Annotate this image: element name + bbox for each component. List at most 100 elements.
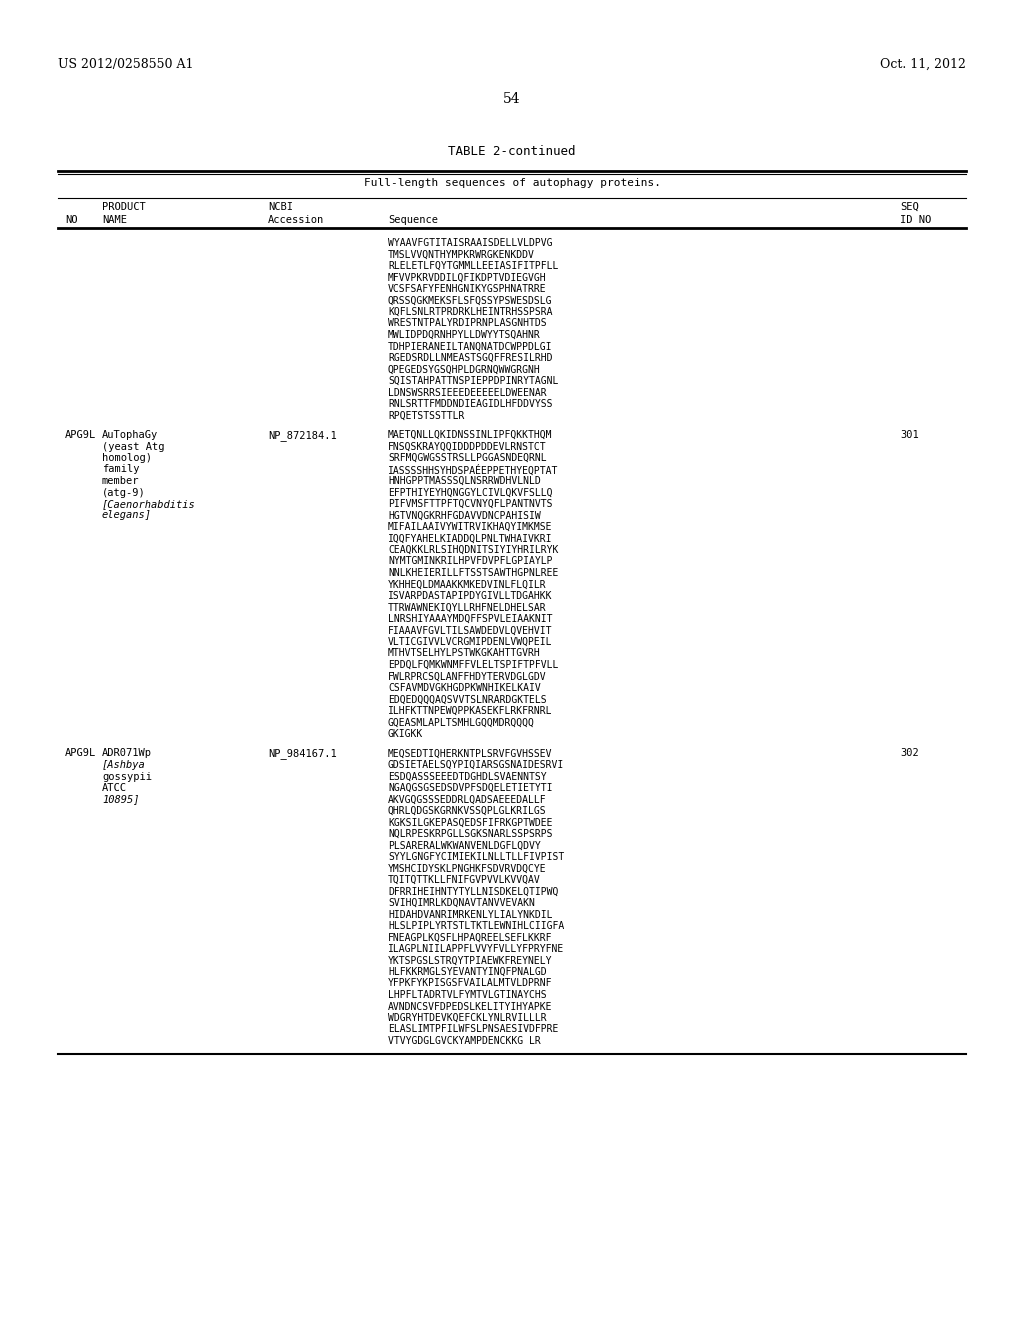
Text: RLELETLFQYTGMMLLEEIASIFITPFLL: RLELETLFQYTGMMLLEEIASIFITPFLL (388, 261, 558, 271)
Text: CEAQKKLRLSIHQDNITSIYIYHRILRYK: CEAQKKLRLSIHQDNITSIYIYHRILRYK (388, 545, 558, 554)
Text: MIFAILAAIVYWITRVIKHAQYIMKMSE: MIFAILAAIVYWITRVIKHAQYIMKMSE (388, 521, 553, 532)
Text: MFVVPKRVDDILQFIKDPTVDIEGVGH: MFVVPKRVDDILQFIKDPTVDIEGVGH (388, 272, 547, 282)
Text: ID NO: ID NO (900, 215, 931, 224)
Text: TDHPIERANEILTANQNATDCWPPDLGI: TDHPIERANEILTANQNATDCWPPDLGI (388, 342, 553, 351)
Text: NNLKHEIERILLFTSSTSAWTHGPNLREE: NNLKHEIERILLFTSSTSAWTHGPNLREE (388, 568, 558, 578)
Text: US 2012/0258550 A1: US 2012/0258550 A1 (58, 58, 194, 71)
Text: CSFAVMDVGKHGDPKWNHIKELKAIV: CSFAVMDVGKHGDPKWNHIKELKAIV (388, 682, 541, 693)
Text: YMSHCIDYSKLPNGHKFSDVRVDQCYE: YMSHCIDYSKLPNGHKFSDVRVDQCYE (388, 863, 547, 874)
Text: HLSLPIPLYRTSTLTKTLEWNIHLCIIGFA: HLSLPIPLYRTSTLTKTLEWNIHLCIIGFA (388, 921, 564, 931)
Text: LNRSHIYAAAYMDQFFSPVLEIAAKNIT: LNRSHIYAAAYMDQFFSPVLEIAAKNIT (388, 614, 553, 624)
Text: ILAGPLNIILAPPFLVVYFVLLYFPRYFNE: ILAGPLNIILAPPFLVVYFVLLYFPRYFNE (388, 944, 564, 954)
Text: MAETQNLLQKIDNSSINLIPFQKKTHQM: MAETQNLLQKIDNSSINLIPFQKKTHQM (388, 430, 553, 440)
Text: GKIGKK: GKIGKK (388, 729, 423, 739)
Text: FNEAGPLKQSFLHPAQREELSEFLKKRF: FNEAGPLKQSFLHPAQREELSEFLKKRF (388, 932, 553, 942)
Text: APG9L: APG9L (65, 430, 96, 440)
Text: IASSSSHHSYHDSPAÉEPPETHYEQPTAT: IASSSSHHSYHDSPAÉEPPETHYEQPTAT (388, 465, 558, 475)
Text: ISVARPDASTAPIPDYGIVLLTDGAHKK: ISVARPDASTAPIPDYGIVLLTDGAHKK (388, 591, 553, 601)
Text: QPEGEDSYGSQHPLDGRNQWWGRGNH: QPEGEDSYGSQHPLDGRNQWWGRGNH (388, 364, 541, 375)
Text: AKVGQGSSSEDDRLQADSAEEEDALLF: AKVGQGSSSEDDRLQADSAEEEDALLF (388, 795, 547, 804)
Text: LDNSWSRRSIEEEDEEEEELDWEENAR: LDNSWSRRSIEEEDEEEEELDWEENAR (388, 388, 547, 397)
Text: FWLRPRCSQLANFFHDYTERVDGLGDV: FWLRPRCSQLANFFHDYTERVDGLGDV (388, 672, 547, 681)
Text: ESDQASSSEEEDTDGHDLSVAENNTSY: ESDQASSSEEEDTDGHDLSVAENNTSY (388, 771, 547, 781)
Text: GQEASMLAPLTSMHLGQQMDRQQQQ: GQEASMLAPLTSMHLGQQMDRQQQQ (388, 718, 535, 727)
Text: LHPFLTADRTVLFYMTVLGTINAYCHS: LHPFLTADRTVLFYMTVLGTINAYCHS (388, 990, 547, 1001)
Text: 10895]: 10895] (102, 795, 139, 804)
Text: SEQ: SEQ (900, 202, 919, 213)
Text: Accession: Accession (268, 215, 325, 224)
Text: AVNDNCSVFDPEDSLKELITYIHYAPKE: AVNDNCSVFDPEDSLKELITYIHYAPKE (388, 1002, 553, 1011)
Text: member: member (102, 477, 139, 486)
Text: HLFKKRMGLSYEVANTYINQFPNALGD: HLFKKRMGLSYEVANTYINQFPNALGD (388, 968, 547, 977)
Text: YKTSPGSLSTRQYTPIAEWKFREYNELY: YKTSPGSLSTRQYTPIAEWKFREYNELY (388, 956, 553, 965)
Text: TABLE 2-continued: TABLE 2-continued (449, 145, 575, 158)
Text: QHRLQDGSKGRNKVSSQPLGLKRILGS: QHRLQDGSKGRNKVSSQPLGLKRILGS (388, 807, 547, 816)
Text: ELASLIMTPFILWFSLPNSAESIVDFPRE: ELASLIMTPFILWFSLPNSAESIVDFPRE (388, 1024, 558, 1035)
Text: KGKSILGKEPASQEDSFIFRKGPTWDEE: KGKSILGKEPASQEDSFIFRKGPTWDEE (388, 817, 553, 828)
Text: SVIHQIMRLKDQNAVTANVVEVAKN: SVIHQIMRLKDQNAVTANVVEVAKN (388, 898, 535, 908)
Text: EFPTHIYEYHQNGGYLCIVLQKVFSLLQ: EFPTHIYEYHQNGGYLCIVLQKVFSLLQ (388, 487, 553, 498)
Text: homolog): homolog) (102, 453, 152, 463)
Text: ADR071Wp: ADR071Wp (102, 748, 152, 759)
Text: Full-length sequences of autophagy proteins.: Full-length sequences of autophagy prote… (364, 178, 660, 187)
Text: KQFLSNLRTPRDRKLHEINTRHSSPSRA: KQFLSNLRTPRDRKLHEINTRHSSPSRA (388, 308, 553, 317)
Text: TMSLVVQNTHYMPKRWRGKENKDDV: TMSLVVQNTHYMPKRWRGKENKDDV (388, 249, 535, 260)
Text: YFPKFYKPISGSFVAILALMTVLDPRNF: YFPKFYKPISGSFVAILALMTVLDPRNF (388, 978, 553, 989)
Text: family: family (102, 465, 139, 474)
Text: HGTVNQGKRHFGDAVVDNCPAHISIW: HGTVNQGKRHFGDAVVDNCPAHISIW (388, 511, 541, 520)
Text: RNLSRTTFMDDNDIEAGIDLHFDDVYSS: RNLSRTTFMDDNDIEAGIDLHFDDVYSS (388, 399, 553, 409)
Text: NCBI: NCBI (268, 202, 293, 213)
Text: VCSFSAFYFENHGNIKYGSPHNATRRE: VCSFSAFYFENHGNIKYGSPHNATRRE (388, 284, 547, 294)
Text: MEQSEDTIQHERKNTPLSRVFGVHSSEV: MEQSEDTIQHERKNTPLSRVFGVHSSEV (388, 748, 553, 759)
Text: SRFMQGWGSSTRSLLPGGASNDEQRNL: SRFMQGWGSSTRSLLPGGASNDEQRNL (388, 453, 547, 463)
Text: elegans]: elegans] (102, 511, 152, 520)
Text: NP_984167.1: NP_984167.1 (268, 748, 337, 759)
Text: (yeast Atg: (yeast Atg (102, 441, 165, 451)
Text: [Caenorhabditis: [Caenorhabditis (102, 499, 196, 510)
Text: Sequence: Sequence (388, 215, 438, 224)
Text: 54: 54 (503, 92, 521, 106)
Text: ILHFKTTNPEWQPPKASEKFLRKFRNRL: ILHFKTTNPEWQPPKASEKFLRKFRNRL (388, 706, 553, 715)
Text: [Ashbya: [Ashbya (102, 760, 145, 770)
Text: TTRWAWNEKIQYLLRHFNELDHELSAR: TTRWAWNEKIQYLLRHFNELDHELSAR (388, 602, 547, 612)
Text: IQQFYAHELKIADDQLPNLTWHAIVKRI: IQQFYAHELKIADDQLPNLTWHAIVKRI (388, 533, 553, 544)
Text: HIDAHDVANRIMRKENLYLIALYNKDIL: HIDAHDVANRIMRKENLYLIALYNKDIL (388, 909, 553, 920)
Text: WRESTNTPALYRDIPRNPLASGNHTDS: WRESTNTPALYRDIPRNPLASGNHTDS (388, 318, 547, 329)
Text: WDGRYHTDEVKQEFCKLYNLRVILLLR: WDGRYHTDEVKQEFCKLYNLRVILLLR (388, 1012, 547, 1023)
Text: 302: 302 (900, 748, 919, 759)
Text: YKHHEQLDMAAKKMKEDVINLFLQILR: YKHHEQLDMAAKKMKEDVINLFLQILR (388, 579, 547, 590)
Text: RPQETSTSSTTLR: RPQETSTSSTTLR (388, 411, 464, 421)
Text: FIAAAVFGVLTILSAWDEDVLQVEHVIT: FIAAAVFGVLTILSAWDEDVLQVEHVIT (388, 626, 553, 635)
Text: SQISTAHPATTNSPIEPPDPINRYTAGNL: SQISTAHPATTNSPIEPPDPINRYTAGNL (388, 376, 558, 385)
Text: 301: 301 (900, 430, 919, 440)
Text: HNHGPPTMASSSQLNSRRWDHVLNLD: HNHGPPTMASSSQLNSRRWDHVLNLD (388, 477, 541, 486)
Text: NAME: NAME (102, 215, 127, 224)
Text: TQITQTTKLLFNIFGVPVVLKVVQAV: TQITQTTKLLFNIFGVPVVLKVVQAV (388, 875, 541, 884)
Text: VLTICGIVVLVCRGMIPDENLVWQPEIL: VLTICGIVVLVCRGMIPDENLVWQPEIL (388, 638, 553, 647)
Text: NQLRPESKRPGLLSGKSNARLSSPSRPS: NQLRPESKRPGLLSGKSNARLSSPSRPS (388, 829, 553, 840)
Text: (atg-9): (atg-9) (102, 487, 145, 498)
Text: GDSIETAELSQYPIQIARSGSNAIDESRVI: GDSIETAELSQYPIQIARSGSNAIDESRVI (388, 760, 564, 770)
Text: SYYLGNGFYCIMIEKILNLLTLLFIVPIST: SYYLGNGFYCIMIEKILNLLTLLFIVPIST (388, 851, 564, 862)
Text: NP_872184.1: NP_872184.1 (268, 430, 337, 441)
Text: MTHVTSELHYLPSTWKGKAHTTGVRH: MTHVTSELHYLPSTWKGKAHTTGVRH (388, 648, 541, 659)
Text: ATCC: ATCC (102, 783, 127, 793)
Text: PIFVMSFTTPFTQCVNYQFLPANTNVTS: PIFVMSFTTPFTQCVNYQFLPANTNVTS (388, 499, 553, 510)
Text: EPDQLFQMKWNMFFVLELTSPIFTPFVLL: EPDQLFQMKWNMFFVLELTSPIFTPFVLL (388, 660, 558, 671)
Text: DFRRIHEIHNTYTYLLNISDKELQTIPWQ: DFRRIHEIHNTYTYLLNISDKELQTIPWQ (388, 887, 558, 896)
Text: Oct. 11, 2012: Oct. 11, 2012 (880, 58, 966, 71)
Text: PLSARERALWKWANVENLDGFLQDVY: PLSARERALWKWANVENLDGFLQDVY (388, 841, 541, 850)
Text: AuTophaGy: AuTophaGy (102, 430, 159, 440)
Text: APG9L: APG9L (65, 748, 96, 759)
Text: gossypii: gossypii (102, 771, 152, 781)
Text: EDQEDQQQAQSVVTSLNRARDGKTELS: EDQEDQQQAQSVVTSLNRARDGKTELS (388, 694, 547, 705)
Text: QRSSQGKMEKSFLSFQSSYPSWESDSLG: QRSSQGKMEKSFLSFQSSYPSWESDSLG (388, 296, 553, 305)
Text: NO: NO (65, 215, 78, 224)
Text: FNSQSKRAYQQIDDDPDDEVLRNSTCT: FNSQSKRAYQQIDDDPDDEVLRNSTCT (388, 441, 547, 451)
Text: NYMTGMINKRILHPVFDVPFLGPIAYLP: NYMTGMINKRILHPVFDVPFLGPIAYLP (388, 557, 553, 566)
Text: RGEDSRDLLNMEASTSGQFFRESILRHD: RGEDSRDLLNMEASTSGQFFRESILRHD (388, 352, 553, 363)
Text: MWLIDPDQRNHPYLLDWYYTSQAHNR: MWLIDPDQRNHPYLLDWYYTSQAHNR (388, 330, 541, 341)
Text: WYAAVFGTITAISRAAISDELLVLDPVG: WYAAVFGTITAISRAAISDELLVLDPVG (388, 238, 553, 248)
Text: PRODUCT: PRODUCT (102, 202, 145, 213)
Text: NGAQGSGSEDSDVPFSDQELETIETYTI: NGAQGSGSEDSDVPFSDQELETIETYTI (388, 783, 553, 793)
